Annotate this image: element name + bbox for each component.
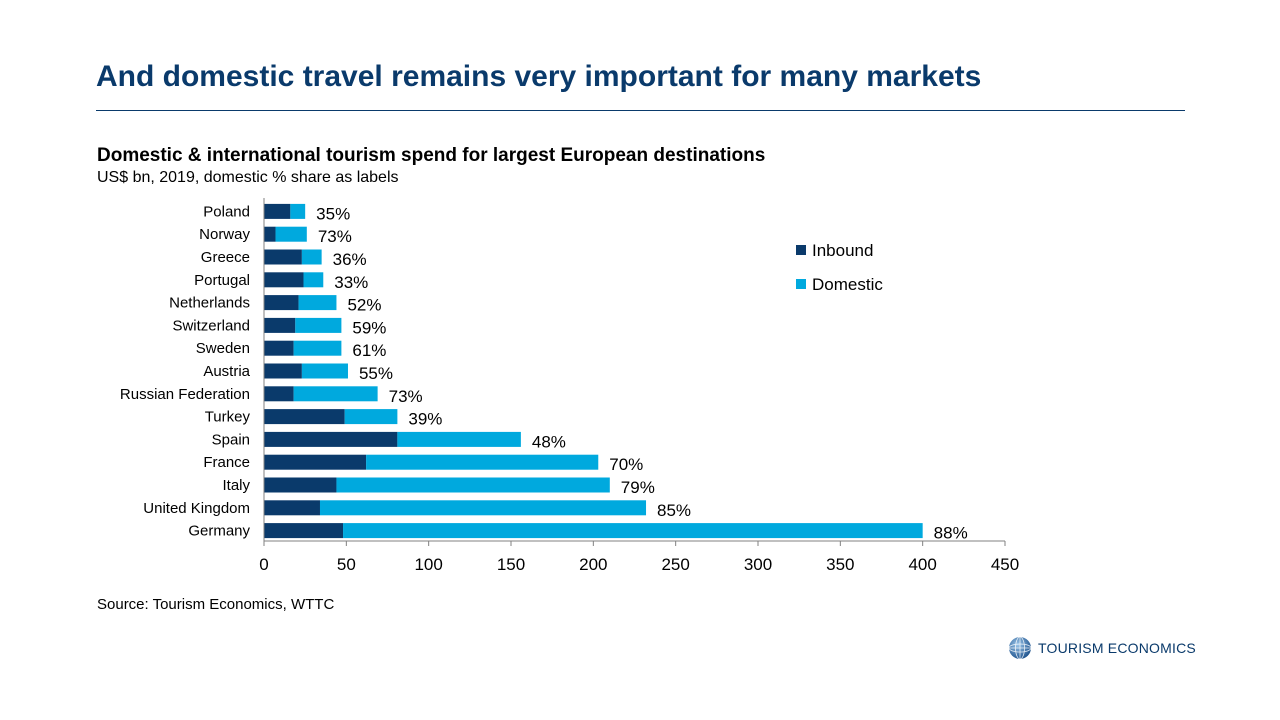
data-label: 88% xyxy=(934,524,968,543)
data-label: 48% xyxy=(532,432,566,451)
bar-domestic xyxy=(275,226,307,242)
bar-domestic xyxy=(290,203,306,219)
category-label: Portugal xyxy=(194,272,250,289)
data-label: 39% xyxy=(408,410,442,429)
bar-domestic xyxy=(366,454,599,470)
bar-domestic xyxy=(397,431,521,447)
bar-inbound xyxy=(264,203,291,219)
bar-inbound xyxy=(264,409,345,425)
category-label: Switzerland xyxy=(172,317,250,334)
bar-inbound xyxy=(264,477,337,493)
category-label: United Kingdom xyxy=(143,500,250,517)
chart-subtitle: US$ bn, 2019, domestic % share as labels xyxy=(97,169,399,186)
bar-inbound xyxy=(264,386,294,402)
bar-inbound xyxy=(264,317,296,333)
data-label: 79% xyxy=(621,478,655,497)
bar-inbound xyxy=(264,249,302,265)
x-tick-label: 150 xyxy=(497,555,525,574)
bar-inbound xyxy=(264,431,398,447)
bar-inbound xyxy=(264,272,304,288)
bar-domestic xyxy=(301,249,322,265)
x-tick-label: 50 xyxy=(337,555,356,574)
category-label: Austria xyxy=(203,363,250,380)
x-tick-label: 0 xyxy=(259,555,268,574)
category-label: Russian Federation xyxy=(120,386,250,403)
category-label: Greece xyxy=(201,249,250,266)
data-label: 35% xyxy=(316,204,350,223)
data-label: 33% xyxy=(334,273,368,292)
x-tick-label: 450 xyxy=(991,555,1019,574)
data-label: 85% xyxy=(657,501,691,520)
chart-title: Domestic & international tourism spend f… xyxy=(97,145,766,166)
slide-title: And domestic travel remains very importa… xyxy=(96,60,982,93)
category-label: Netherlands xyxy=(169,295,250,312)
bar-domestic xyxy=(293,386,378,402)
data-label: 61% xyxy=(352,341,386,360)
legend-label-inbound: Inbound xyxy=(812,241,873,260)
category-label: France xyxy=(203,454,250,471)
bar-domestic xyxy=(298,295,337,311)
data-label: 73% xyxy=(389,387,423,406)
bar-domestic xyxy=(303,272,324,288)
category-label: Germany xyxy=(188,523,250,540)
data-label: 55% xyxy=(359,364,393,383)
bar-domestic xyxy=(301,363,348,379)
category-label: Norway xyxy=(199,226,250,243)
title-divider xyxy=(96,110,1185,111)
x-tick-label: 400 xyxy=(908,555,936,574)
x-tick-label: 350 xyxy=(826,555,854,574)
logo-text: TOURISM ECONOMICS xyxy=(1038,640,1196,656)
legend-swatch-inbound xyxy=(796,245,806,255)
source-note: Source: Tourism Economics, WTTC xyxy=(97,596,335,613)
category-label: Spain xyxy=(212,431,250,448)
bar-domestic xyxy=(319,500,647,516)
bar-domestic xyxy=(343,523,923,539)
category-label: Turkey xyxy=(205,409,251,426)
data-label: 36% xyxy=(333,250,367,269)
bar-inbound xyxy=(264,523,344,539)
x-tick-label: 200 xyxy=(579,555,607,574)
bar-inbound xyxy=(264,295,299,311)
bar-inbound xyxy=(264,500,320,516)
bar-domestic xyxy=(344,409,398,425)
x-tick-label: 250 xyxy=(661,555,689,574)
bar-domestic xyxy=(293,340,342,356)
data-label: 73% xyxy=(318,227,352,246)
x-tick-label: 100 xyxy=(414,555,442,574)
category-label: Poland xyxy=(203,203,250,220)
bar-domestic xyxy=(295,317,342,333)
x-tick-label: 300 xyxy=(744,555,772,574)
bar-domestic xyxy=(336,477,610,493)
bar-inbound xyxy=(264,226,276,242)
bar-inbound xyxy=(264,363,302,379)
bar-inbound xyxy=(264,454,367,470)
data-label: 70% xyxy=(609,455,643,474)
legend-swatch-domestic xyxy=(796,279,806,289)
data-label: 59% xyxy=(352,318,386,337)
category-label: Italy xyxy=(222,477,250,494)
category-label: Sweden xyxy=(196,340,250,357)
globe-icon xyxy=(1008,636,1032,660)
bar-inbound xyxy=(264,340,294,356)
data-label: 52% xyxy=(347,296,381,315)
tourism-economics-logo: TOURISM ECONOMICS xyxy=(1008,636,1196,660)
legend-label-domestic: Domestic xyxy=(812,275,883,294)
